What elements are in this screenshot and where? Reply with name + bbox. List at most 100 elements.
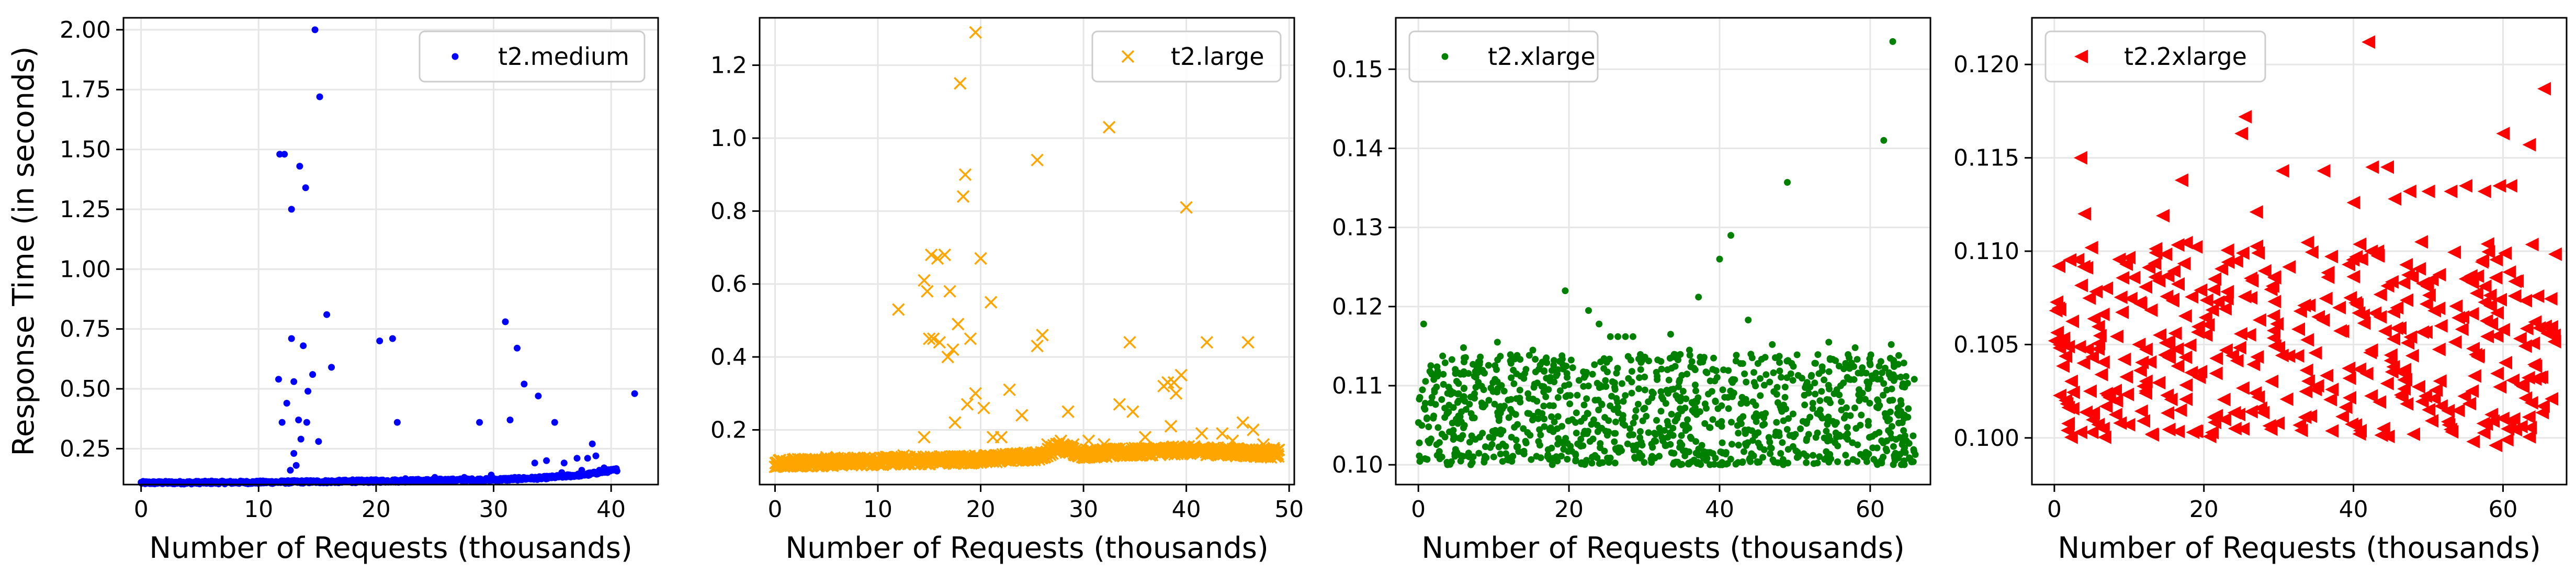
x-tick-label: 0	[1411, 496, 1426, 523]
scatter-point	[1712, 455, 1719, 462]
scatter-point	[1547, 424, 1554, 431]
scatter-point	[323, 311, 331, 318]
scatter-point	[2300, 333, 2314, 347]
scatter-point	[2250, 350, 2264, 364]
scatter-point	[2342, 257, 2356, 272]
scatter-point	[2094, 367, 2108, 381]
scatter-point	[1612, 430, 1619, 437]
x-tick-label: 0	[134, 496, 149, 523]
scatter-point	[1887, 430, 1894, 437]
scatter-point	[1526, 352, 1533, 359]
scatter-point	[1734, 422, 1741, 429]
scatter-point	[2099, 281, 2113, 295]
legend: t2.medium	[419, 30, 646, 83]
y-tick-label: 1.2	[710, 52, 747, 79]
scatter-point	[287, 467, 294, 474]
scatter-point	[2096, 307, 2110, 321]
scatter-point	[2159, 248, 2173, 261]
scatter-point	[1892, 374, 1899, 381]
scatter-point	[304, 388, 312, 395]
scatter-point	[2162, 348, 2176, 362]
scatter-point	[1604, 454, 1611, 462]
y-tick-label: 1.25	[60, 196, 111, 223]
scatter-point	[1468, 432, 1475, 440]
scatter-point	[2209, 366, 2223, 380]
scatter-point	[309, 371, 317, 378]
scatter-point	[315, 438, 322, 445]
scatter-point	[2165, 294, 2179, 308]
legend-marker	[451, 53, 459, 60]
scatter-point	[1886, 408, 1894, 415]
scatter-point	[1462, 406, 1470, 413]
scatter-point	[1583, 395, 1590, 402]
scatter-point	[1811, 379, 1818, 387]
scatter-point	[956, 190, 970, 203]
x-tick-label: 10	[244, 496, 273, 523]
scatter-point	[2171, 277, 2185, 291]
y-tick-label: 0.115	[1953, 145, 2019, 172]
scatter-point	[2270, 317, 2284, 331]
scatter-point	[1658, 365, 1665, 373]
scatter-point	[1629, 333, 1636, 340]
scatter-point	[1461, 354, 1468, 362]
scatter-point	[1428, 394, 1436, 401]
scatter-point	[2353, 237, 2367, 251]
scatter-point	[1624, 353, 1632, 360]
scatter-point	[2275, 164, 2289, 178]
scatter-point	[1844, 424, 1851, 431]
scatter-point	[2053, 388, 2066, 402]
scatter-point	[276, 151, 284, 158]
scatter-point	[1558, 352, 1566, 360]
scatter-point	[1801, 401, 1809, 409]
scatter-point	[2415, 395, 2429, 409]
scatter-point	[1512, 411, 1519, 418]
scatter-point	[2059, 349, 2072, 363]
scatter-point	[1591, 397, 1599, 404]
scatter-point	[2174, 173, 2188, 187]
scatter-point	[1702, 368, 1710, 376]
subplot-4: 0 20 40 60 0.100 0.105 0.110 0.115 0.120 Number o…	[1953, 17, 2568, 565]
scatter-point	[2132, 296, 2146, 310]
scatter-point	[2548, 247, 2562, 261]
x-tick-label: 50	[1274, 496, 1304, 523]
scatter-point	[1711, 377, 1719, 385]
scatter-point	[1719, 439, 1726, 446]
scatter-point	[1834, 442, 1841, 450]
scatter-point	[1767, 444, 1774, 451]
scatter-point	[243, 478, 251, 485]
scatter-point	[1809, 400, 1816, 407]
scatter-point	[1445, 408, 1452, 415]
scatter-point	[1657, 388, 1665, 395]
scatter-point	[288, 335, 295, 342]
scatter-point	[1485, 362, 1492, 369]
scatter-point	[2108, 408, 2122, 422]
scatter-point	[1767, 450, 1774, 457]
y-tick-label: 0.110	[1953, 238, 2019, 265]
scatter-point	[1482, 443, 1489, 451]
scatter-point	[551, 419, 558, 426]
scatter-point	[1497, 426, 1505, 433]
scatter-point	[1588, 459, 1596, 467]
scatter-point	[1840, 379, 1847, 387]
scatter-point	[2401, 336, 2414, 350]
scatter-point	[1803, 379, 1811, 386]
scatter-point	[2378, 324, 2392, 338]
x-tick-label: 10	[863, 496, 892, 523]
scatter-point	[1727, 387, 1734, 395]
scatter-point	[1164, 420, 1178, 433]
scatter-point	[543, 457, 550, 464]
scatter-point	[1422, 378, 1429, 385]
scatter-point	[1434, 373, 1441, 380]
scatter-point	[1851, 344, 1859, 351]
scatter-point	[1753, 418, 1760, 425]
y-tick-label: 0.50	[60, 376, 111, 402]
scatter-point	[2161, 406, 2175, 420]
legend-label: t2.2xlarge	[2124, 42, 2247, 71]
scatter-point	[1880, 453, 1887, 461]
scatter-point	[1728, 377, 1735, 384]
scatter-point	[2434, 399, 2448, 413]
scatter-point	[1692, 387, 1699, 395]
scatter-point	[389, 335, 396, 342]
scatter-point	[592, 452, 600, 459]
scatter-point	[1544, 451, 1552, 458]
